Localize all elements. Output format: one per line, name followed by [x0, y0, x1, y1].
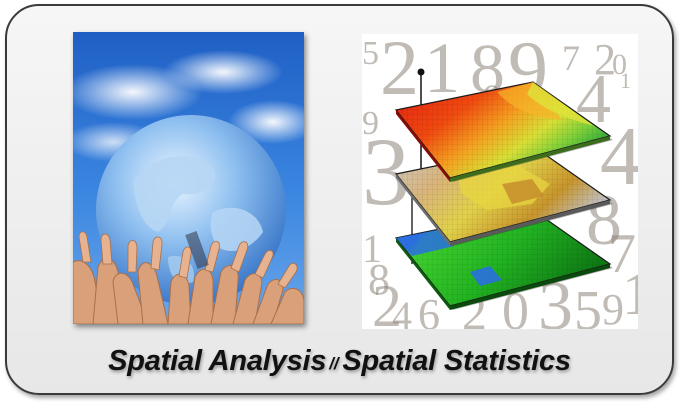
- background-digit: 7: [562, 38, 580, 78]
- caption-spatial-statistics: Spatial Statistics: [342, 345, 571, 377]
- background-digit: 3: [362, 118, 410, 225]
- background-digit: 1: [362, 226, 382, 271]
- background-digit: 4: [600, 110, 638, 203]
- globe-hands-illustration: [73, 32, 304, 324]
- background-digit: 0: [612, 48, 627, 81]
- background-digit: 2: [594, 35, 616, 84]
- background-digit: 4: [392, 293, 412, 329]
- background-digit: 2: [372, 273, 402, 329]
- background-digit: 1: [622, 261, 638, 327]
- banner-card: 521897201493148728146203590: [5, 4, 674, 395]
- background-digit: 9: [362, 105, 379, 142]
- background-digit: 6: [418, 290, 440, 329]
- background-digit: 2: [380, 34, 419, 111]
- background-digit: 1: [620, 68, 631, 93]
- background-digit: 5: [574, 280, 602, 329]
- heat-layer: [394, 81, 613, 182]
- background-digit: 8: [368, 255, 390, 304]
- background-digit: 9: [602, 285, 624, 329]
- map-layers-image: 521897201493148728146203590: [362, 34, 638, 329]
- caption: Spatial Analysis//Spatial Statistics: [7, 345, 672, 378]
- background-digit: 1: [424, 34, 460, 108]
- caption-separator: //: [329, 354, 339, 373]
- background-digit: 5: [362, 35, 379, 72]
- stacked-map-layers-illustration: 521897201493148728146203590: [362, 34, 638, 329]
- background-digits: 521897201493148728146203590: [362, 34, 638, 329]
- globe-hands-image: [73, 32, 304, 324]
- caption-spatial-analysis: Spatial Analysis: [108, 345, 327, 377]
- background-digit: 7: [608, 223, 636, 285]
